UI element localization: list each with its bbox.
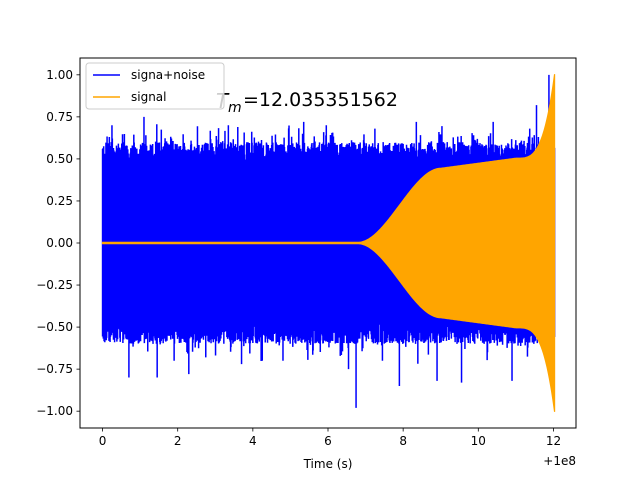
- y-tick-label: 0.00: [46, 236, 73, 250]
- x-axis-offset-label: +1e8: [543, 454, 576, 468]
- y-tick-label: 0.75: [46, 110, 73, 124]
- x-tick-label: 6: [324, 434, 332, 448]
- y-tick-label: −0.50: [36, 320, 73, 334]
- x-axis-ticks: 0 2 4 6 8 10 12: [99, 428, 561, 448]
- legend-box: [85, 62, 225, 110]
- x-tick-label: 0: [99, 434, 107, 448]
- y-tick-label: −1.00: [36, 404, 73, 418]
- x-tick-label: 8: [399, 434, 407, 448]
- legend: signa+noise signal: [85, 62, 225, 110]
- y-tick-label: 1.00: [46, 68, 73, 82]
- y-tick-label: 0.25: [46, 194, 73, 208]
- x-tick-label: 10: [471, 434, 486, 448]
- signal-line: [101, 74, 556, 412]
- x-tick-label: 12: [546, 434, 561, 448]
- x-tick-label: 2: [174, 434, 182, 448]
- plot-area: [80, 58, 576, 428]
- annotation-value: =12.035351562: [243, 89, 398, 111]
- y-tick-label: 0.50: [46, 152, 73, 166]
- y-tick-label: −0.75: [36, 362, 73, 376]
- x-tick-label: 4: [249, 434, 257, 448]
- series-signal: [101, 74, 556, 412]
- annotation-subscript: m: [228, 100, 242, 116]
- y-tick-label: −0.25: [36, 278, 73, 292]
- legend-label-signal-plus-noise: signa+noise: [131, 68, 205, 82]
- legend-label-signal: signal: [131, 90, 167, 104]
- y-axis-ticks: 1.00 0.75 0.50 0.25 0.00 −0.25 −0.50 −0.75 −1.00: [36, 68, 80, 418]
- x-axis-label: Time (s): [303, 457, 353, 471]
